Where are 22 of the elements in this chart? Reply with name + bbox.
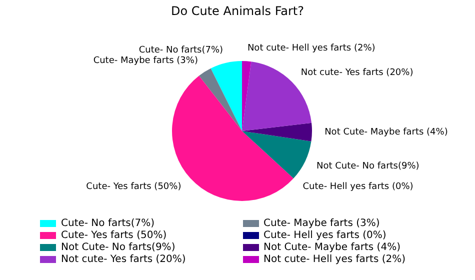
pie-slice	[242, 131, 312, 178]
pie-slice	[242, 61, 252, 131]
category-label: Cute- Hell yes farts (0%)	[302, 182, 414, 192]
legend-label: Not cute- Hell yes farts (2%)	[264, 254, 406, 265]
pie-slice	[242, 122, 312, 142]
slice-label: Cute- No farts(7%)	[138, 46, 224, 56]
pie-slice	[210, 61, 242, 131]
legend-label: Cute- Hell yes farts (0%)	[264, 230, 386, 241]
slice-label: Not Cute- Maybe farts (4%)	[324, 127, 448, 138]
legend-label: Cute- Yes farts (50%)	[61, 230, 167, 241]
slice-label: Not Cute- No farts(9%)	[316, 162, 420, 172]
chart-title: Do Cute Animals Fart?	[170, 4, 306, 18]
legend-label: Cute- No farts(7%)	[61, 218, 155, 229]
slice-label: Not cute- Hell yes farts (2%)	[247, 44, 376, 54]
legend-label: Not Cute- No farts(9%)	[61, 242, 176, 253]
legend-label: Not Cute- Maybe farts (4%)	[264, 242, 400, 253]
legend-label: Cute- Maybe farts (3%)	[264, 218, 380, 229]
slice-label: Not cute- Yes farts (20%)	[300, 68, 414, 78]
slice-label: Cute- Yes farts (50%)	[86, 182, 182, 192]
legend-label: Not cute- Yes farts (20%)	[61, 254, 186, 265]
pie-slice	[199, 68, 242, 131]
slice-label: Cute- Maybe farts (3%)	[93, 56, 198, 66]
